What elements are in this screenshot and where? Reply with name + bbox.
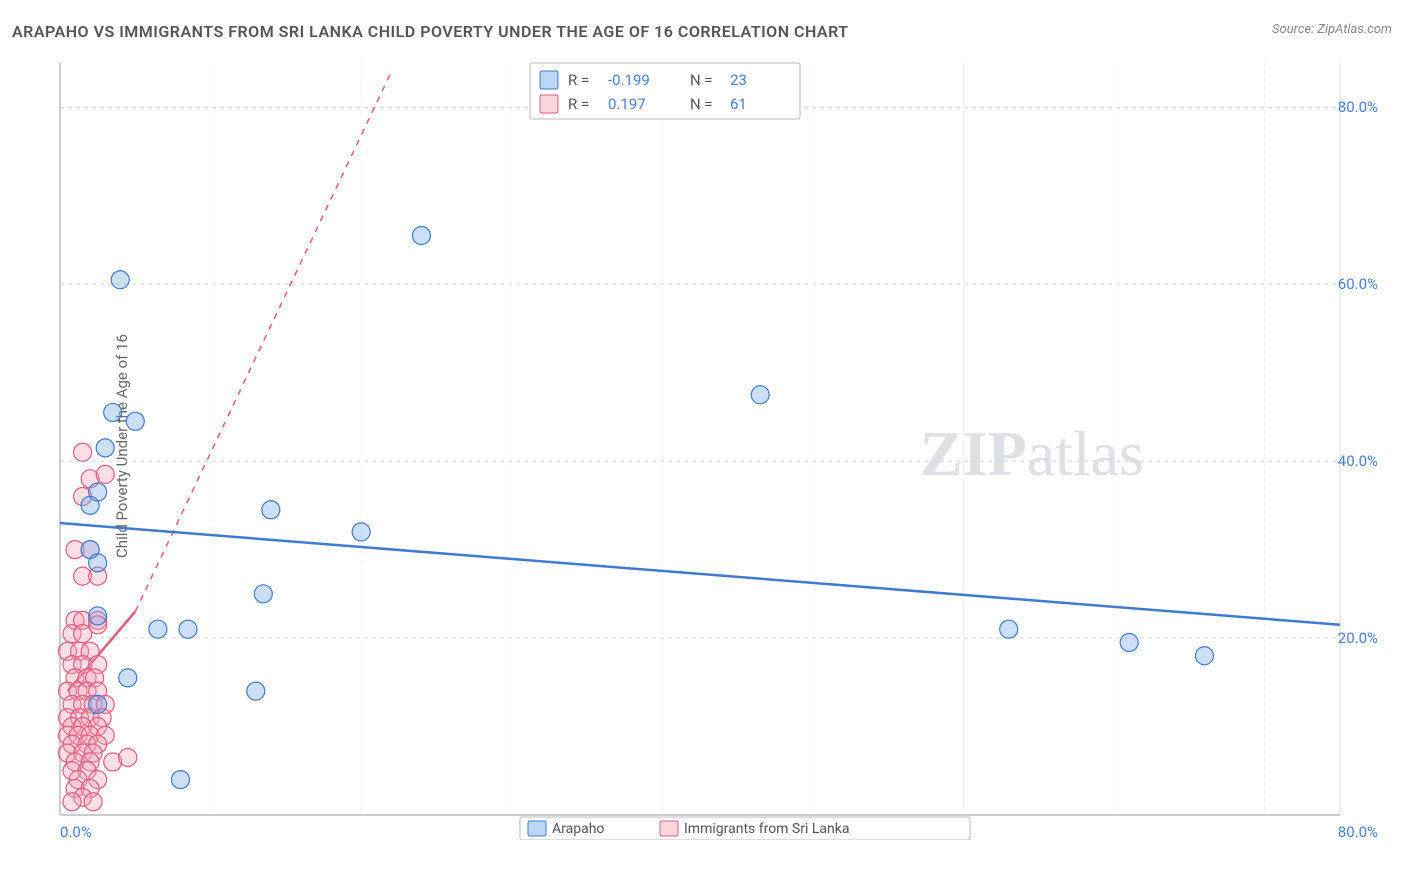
gridlines: [60, 63, 1340, 815]
data-point: [89, 695, 107, 713]
scatter-chart: ZIPatlas 20.0% 40.0% 60.0% 80.0% 0.0% 80.0%…: [50, 55, 1380, 840]
data-point: [247, 682, 265, 700]
plot-area: ZIPatlas 20.0% 40.0% 60.0% 80.0% 0.0% 80.0%…: [50, 55, 1380, 840]
stat-r-label-0: R =: [568, 71, 589, 89]
data-point: [1120, 633, 1138, 651]
stat-r-val-1: 0.197: [608, 95, 646, 113]
series-a-points: [81, 227, 1213, 789]
data-point: [104, 403, 122, 421]
data-point: [1000, 620, 1018, 638]
data-point: [262, 501, 280, 519]
legend-swatch-a: [528, 821, 546, 836]
stat-n-val-1: 61: [730, 95, 747, 113]
x-max-label: 80.0%: [1338, 823, 1378, 840]
y-tick-label: 60.0%: [1338, 275, 1378, 293]
stat-n-label-0: N =: [690, 71, 713, 89]
data-point: [89, 607, 107, 625]
data-point: [96, 465, 114, 483]
data-point: [119, 669, 137, 687]
data-point: [179, 620, 197, 638]
data-point: [81, 496, 99, 514]
data-point: [149, 620, 167, 638]
data-point: [751, 386, 769, 404]
y-tick-label: 80.0%: [1338, 98, 1378, 116]
data-point: [126, 412, 144, 430]
legend-label-b: Immigrants from Sri Lanka: [684, 821, 849, 837]
watermark: ZIPatlas: [920, 418, 1144, 489]
data-point: [89, 554, 107, 572]
legend-swatch-b: [660, 821, 678, 836]
data-point: [63, 793, 81, 811]
data-point: [74, 443, 92, 461]
legend-label-a: Arapaho: [552, 821, 604, 837]
x-origin-label: 0.0%: [60, 823, 92, 840]
data-point: [171, 771, 189, 789]
chart-title: ARAPAHO VS IMMIGRANTS FROM SRI LANKA CHI…: [12, 22, 849, 41]
y-tick-label: 40.0%: [1338, 452, 1378, 470]
y-tick-labels: 20.0% 40.0% 60.0% 80.0%: [1338, 98, 1378, 647]
source-attribution: Source: ZipAtlas.com: [1272, 22, 1392, 37]
data-point: [1195, 647, 1213, 665]
series-legend: Arapaho Immigrants from Sri Lanka: [520, 817, 970, 840]
stat-r-label-1: R =: [568, 95, 589, 113]
data-point: [352, 523, 370, 541]
data-point: [412, 227, 430, 245]
stat-r-val-0: -0.199: [608, 71, 650, 89]
data-point: [96, 439, 114, 457]
data-point: [254, 585, 272, 603]
stats-swatch-b: [540, 95, 558, 113]
trend-lines: [60, 72, 1340, 691]
stat-n-label-1: N =: [690, 95, 713, 113]
data-point: [119, 748, 137, 766]
y-tick-label: 20.0%: [1338, 629, 1378, 647]
stats-swatch-a: [540, 71, 558, 89]
stats-legend: R = -0.199 N = 23 R = 0.197 N = 61: [530, 63, 800, 119]
data-point: [111, 271, 129, 289]
data-point: [84, 793, 102, 811]
stat-n-val-0: 23: [730, 71, 747, 89]
